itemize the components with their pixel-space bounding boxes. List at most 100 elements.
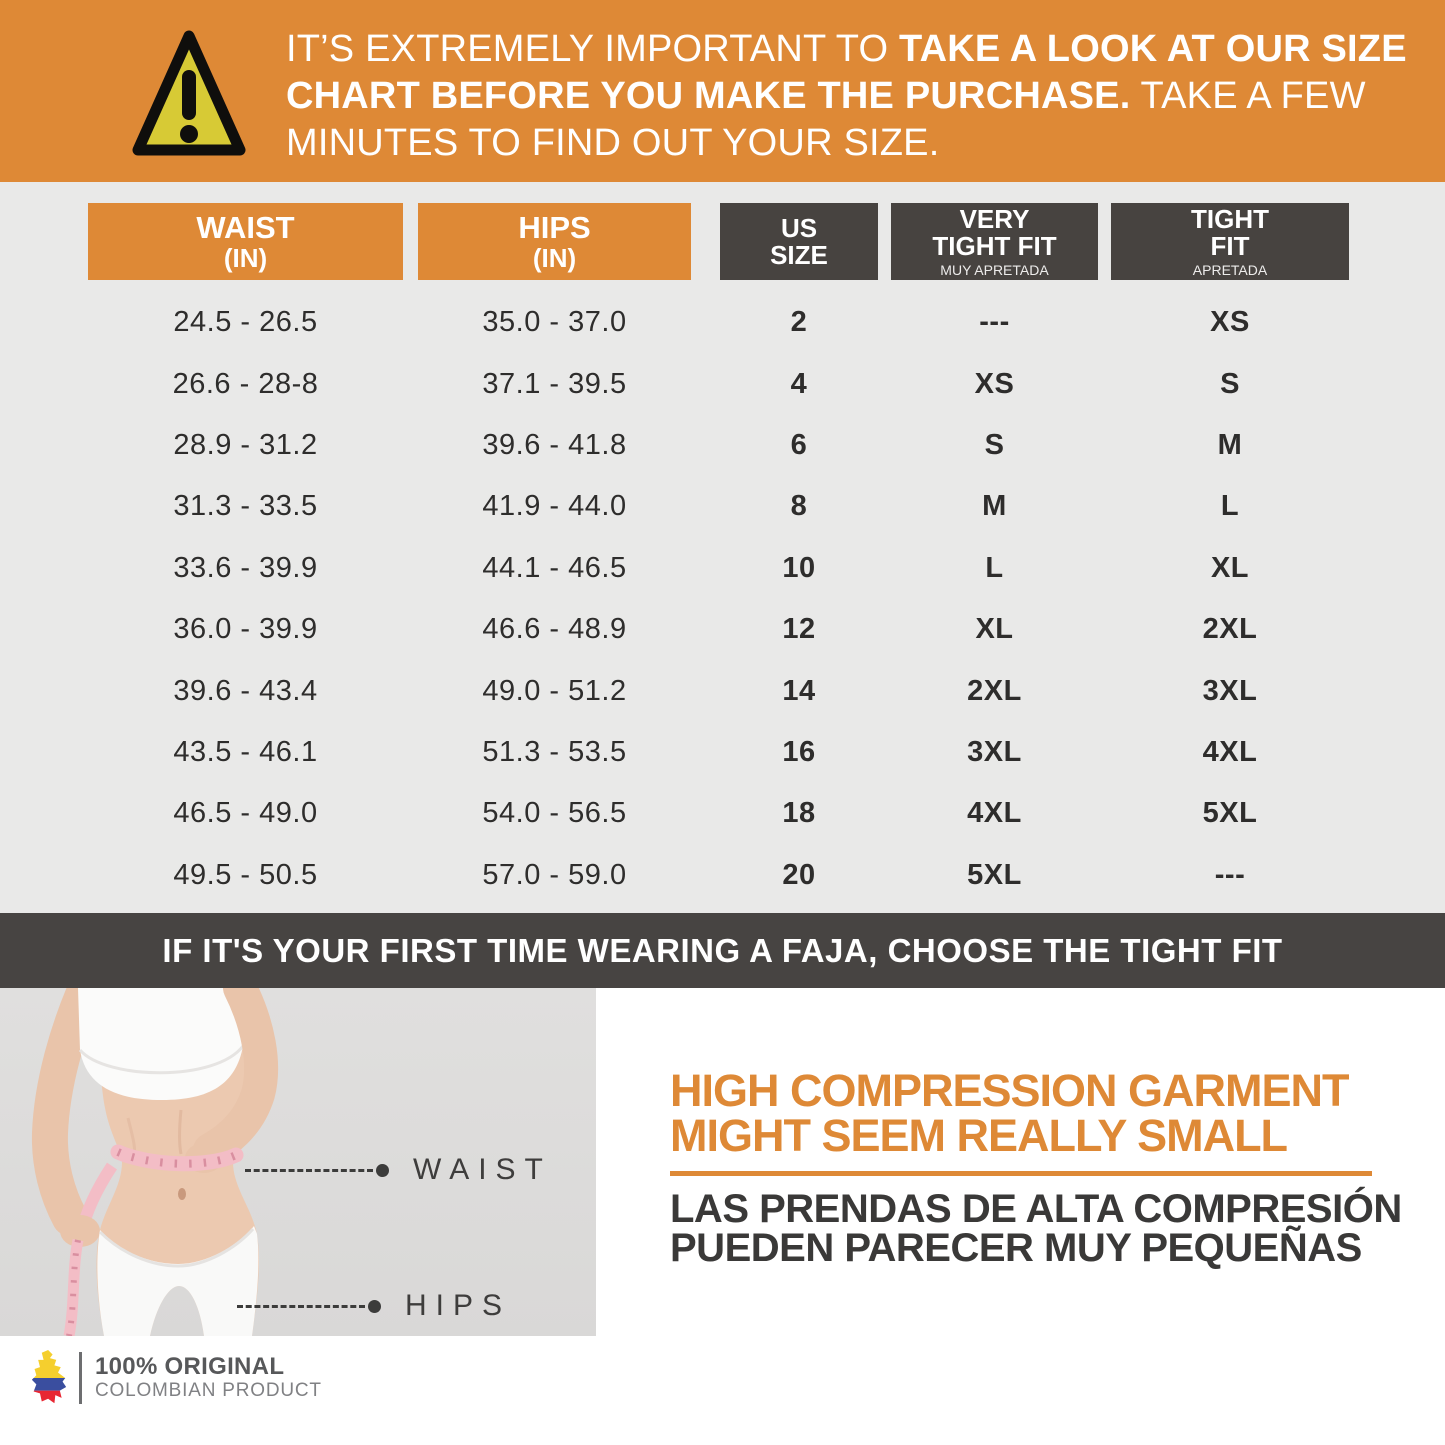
table-cell: 39.6 - 41.8 xyxy=(482,428,627,461)
table-cell: 49.0 - 51.2 xyxy=(482,674,627,707)
table-row: 36.0 - 39.9 46.6 - 48.9 12 XL 2XL xyxy=(88,599,1349,660)
hips-label: HIPS xyxy=(405,1289,512,1322)
table-cell: --- xyxy=(979,306,1010,339)
header-very-tight-line1: VERY xyxy=(959,203,1030,234)
table-cell: 6 xyxy=(790,428,808,461)
hips-dot-icon xyxy=(368,1299,381,1313)
table-row: 43.5 - 46.1 51.3 - 53.5 16 3XL 4XL xyxy=(88,722,1349,783)
header-waist: WAIST (IN) xyxy=(88,203,403,280)
promo-subheadline-line1: LAS PRENDAS DE ALTA COMPRESIÓN xyxy=(670,1187,1402,1231)
table-cell: 4XL xyxy=(1202,735,1258,768)
header-us-line1: US xyxy=(780,212,818,243)
table-cell: 2XL xyxy=(967,674,1022,707)
woman-measuring-illustration xyxy=(31,988,279,1336)
table-cell: 41.9 - 44.0 xyxy=(482,490,627,523)
table-cell: 46.6 - 48.9 xyxy=(482,613,627,646)
table-cell: S xyxy=(1220,367,1240,400)
table-cell: XS xyxy=(974,367,1015,400)
table-cell: 57.0 - 59.0 xyxy=(482,858,627,891)
table-cell: 31.3 - 33.5 xyxy=(173,490,318,523)
badge-title: 100% ORIGINAL xyxy=(95,1353,285,1380)
table-cell: 49.5 - 50.5 xyxy=(173,858,318,891)
waist-callout: WAIST xyxy=(245,1153,552,1187)
header-very-tight-sub: MUY APRETADA xyxy=(940,261,1049,278)
table-cell: 2XL xyxy=(1202,613,1258,646)
size-table-body: 24.5 - 26.5 35.0 - 37.0 2 --- XS 26.6 - 28-8 3… xyxy=(88,292,1349,906)
table-cell: 10 xyxy=(782,551,816,584)
table-cell: 4 xyxy=(790,367,808,400)
badge-subtitle: COLOMBIAN PRODUCT xyxy=(95,1380,322,1401)
promo-subheadline-line2: PUEDEN PARECER MUY PEQUEÑAS xyxy=(670,1226,1362,1270)
table-cell: 3XL xyxy=(967,735,1022,768)
header-tight-line1: TIGHT xyxy=(1191,203,1269,234)
table-cell: M xyxy=(1217,428,1243,461)
header-very-tight-line2: TIGHT FIT xyxy=(932,230,1057,261)
header-us-size: US SIZE xyxy=(720,203,878,280)
table-cell: 54.0 - 56.5 xyxy=(482,797,627,830)
header-waist-title: WAIST xyxy=(196,210,295,245)
table-cell: 14 xyxy=(782,674,816,707)
table-cell: M xyxy=(982,490,1007,523)
hips-dashed-line xyxy=(237,1304,365,1308)
table-cell: 35.0 - 37.0 xyxy=(482,306,627,339)
badge-text: 100% ORIGINAL COLOMBIAN PRODUCT xyxy=(95,1354,322,1402)
table-cell: 28.9 - 31.2 xyxy=(173,428,318,461)
header-hips: HIPS (IN) xyxy=(418,203,691,280)
warning-triangle-icon xyxy=(132,30,246,156)
table-cell: 33.6 - 39.9 xyxy=(173,551,318,584)
table-cell: XS xyxy=(1210,306,1250,339)
table-cell: 39.6 - 43.4 xyxy=(173,674,318,707)
size-table-header: WAIST (IN) HIPS (IN) US SIZE VERY TIGHT … xyxy=(88,203,1349,280)
size-chart-section: WAIST (IN) HIPS (IN) US SIZE VERY TIGHT … xyxy=(0,182,1445,913)
table-cell: L xyxy=(1220,490,1240,523)
banner-text-regular: IT’S EXTREMELY IMPORTANT TO xyxy=(286,28,900,70)
table-cell: --- xyxy=(1214,858,1246,891)
header-waist-unit: (IN) xyxy=(223,243,268,273)
table-cell: 5XL xyxy=(967,858,1022,891)
table-cell: 16 xyxy=(782,735,816,768)
promo-block: HIGH COMPRESSION GARMENT MIGHT SEEM REAL… xyxy=(670,1065,1402,1270)
table-cell: 43.5 - 46.1 xyxy=(173,735,318,768)
banner-text-bold: TAKE A LOOK AT OUR SIZE CHART BEFORE YOU… xyxy=(286,28,1407,117)
header-hips-unit: (IN) xyxy=(532,243,577,273)
table-cell: S xyxy=(984,428,1005,461)
table-cell: 4XL xyxy=(967,797,1022,830)
promo-headline-line1: HIGH COMPRESSION GARMENT xyxy=(670,1065,1350,1116)
table-cell: 12 xyxy=(782,613,816,646)
table-cell: 37.1 - 39.5 xyxy=(482,367,627,400)
banner-message: IT’S EXTREMELY IMPORTANT TO TAKE A LOOK … xyxy=(286,26,1441,167)
table-row: 33.6 - 39.9 44.1 - 46.5 10 L XL xyxy=(88,538,1349,599)
woman-measuring-photo xyxy=(0,988,596,1336)
table-cell: 20 xyxy=(782,858,816,891)
header-hips-title: HIPS xyxy=(518,210,591,245)
tip-banner-text: IF IT'S YOUR FIRST TIME WEARING A FAJA, … xyxy=(162,931,1283,969)
table-row: 24.5 - 26.5 35.0 - 37.0 2 --- XS xyxy=(88,292,1349,353)
header-tight-line2: FIT xyxy=(1210,230,1250,261)
badge-divider xyxy=(79,1352,82,1404)
top-warning-banner: IT’S EXTREMELY IMPORTANT TO TAKE A LOOK … xyxy=(0,0,1445,182)
table-cell: 8 xyxy=(790,490,808,523)
table-cell: 18 xyxy=(782,797,816,830)
table-cell: 46.5 - 49.0 xyxy=(173,797,318,830)
table-cell: 24.5 - 26.5 xyxy=(173,306,318,339)
table-cell: 3XL xyxy=(1202,674,1258,707)
colombia-map-icon xyxy=(31,1350,67,1404)
origin-badge: 100% ORIGINAL COLOMBIAN PRODUCT xyxy=(28,1350,322,1406)
table-cell: 26.6 - 28-8 xyxy=(172,367,319,400)
table-cell: 5XL xyxy=(1202,797,1258,830)
table-cell: XL xyxy=(975,613,1014,646)
bottom-section: WAIST HIPS HIGH COMPRESSION GARMENT MIGH… xyxy=(0,988,1445,1445)
table-cell: 51.3 - 53.5 xyxy=(482,735,627,768)
header-tight-sub: APRETADA xyxy=(1192,261,1268,278)
header-tight-fit: TIGHT FIT APRETADA xyxy=(1111,203,1349,280)
table-row: 31.3 - 33.5 41.9 - 44.0 8 M L xyxy=(88,476,1349,537)
table-row: 26.6 - 28-8 37.1 - 39.5 4 XS S xyxy=(88,353,1349,414)
table-row: 49.5 - 50.5 57.0 - 59.0 20 5XL --- xyxy=(88,845,1349,906)
waist-label: WAIST xyxy=(413,1153,552,1186)
table-cell: XL xyxy=(1210,551,1250,584)
table-cell: 44.1 - 46.5 xyxy=(482,551,627,584)
table-cell: 2 xyxy=(790,306,808,339)
table-row: 46.5 - 49.0 54.0 - 56.5 18 4XL 5XL xyxy=(88,783,1349,844)
hips-callout: HIPS xyxy=(237,1289,511,1323)
